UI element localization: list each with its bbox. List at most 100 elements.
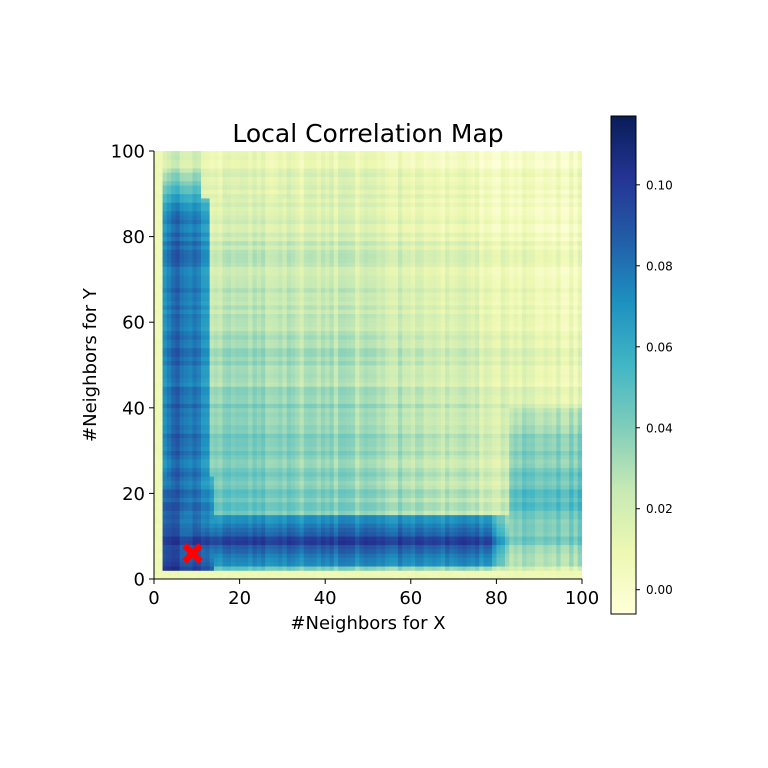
heatmap-cell xyxy=(342,399,347,404)
heatmap-cell xyxy=(355,266,360,272)
heatmap-cell xyxy=(209,347,215,353)
heatmap-cell xyxy=(303,360,309,366)
heatmap-cell xyxy=(346,450,352,456)
heatmap-cell xyxy=(256,484,262,490)
heatmap-cell xyxy=(355,561,360,567)
heatmap-cell xyxy=(308,352,313,357)
heatmap-cell xyxy=(261,292,266,297)
heatmap-cell xyxy=(265,540,270,546)
heatmap-cell xyxy=(269,557,275,563)
heatmap-cell xyxy=(196,442,202,447)
heatmap-cell xyxy=(175,330,181,336)
heatmap-cell xyxy=(154,360,159,366)
heatmap-cell xyxy=(265,377,270,383)
heatmap-cell xyxy=(154,437,159,443)
heatmap-cell xyxy=(222,365,228,370)
heatmap-cell xyxy=(355,454,360,460)
heatmap-cell xyxy=(171,386,176,392)
heatmap-cell xyxy=(269,292,275,297)
heatmap-cell xyxy=(235,232,240,237)
heatmap-cell xyxy=(299,172,305,178)
heatmap-cell xyxy=(261,574,266,579)
heatmap-cell xyxy=(201,322,206,327)
heatmap-cell xyxy=(188,437,193,443)
heatmap-cell xyxy=(333,544,339,550)
heatmap-cell xyxy=(269,202,275,207)
heatmap-cell xyxy=(222,335,228,340)
heatmap-cell xyxy=(308,330,313,336)
heatmap-cell xyxy=(192,472,198,477)
heatmap-cell xyxy=(239,531,245,537)
heatmap-cell xyxy=(273,262,279,267)
heatmap-cell xyxy=(320,557,326,563)
heatmap-cell xyxy=(273,429,279,434)
heatmap-cell xyxy=(320,553,326,558)
heatmap-cell xyxy=(350,180,356,186)
heatmap-cell xyxy=(282,210,288,216)
heatmap-cell xyxy=(316,326,322,332)
heatmap-cell xyxy=(333,180,339,186)
heatmap-cell xyxy=(196,489,202,494)
heatmap-cell xyxy=(295,185,300,190)
heatmap-cell xyxy=(213,420,219,426)
heatmap-cell xyxy=(209,412,215,417)
heatmap-cell xyxy=(209,407,215,413)
heatmap-cell xyxy=(252,352,258,357)
heatmap-cell xyxy=(363,266,369,272)
heatmap-cell xyxy=(226,412,232,417)
heatmap-cell xyxy=(273,309,279,314)
heatmap-cell xyxy=(346,151,352,156)
heatmap-cell xyxy=(248,313,253,319)
heatmap-cell xyxy=(282,574,288,579)
heatmap-cell xyxy=(175,407,181,413)
heatmap-cell xyxy=(252,373,258,379)
heatmap-cell xyxy=(252,531,258,537)
heatmap-cell xyxy=(303,245,309,250)
heatmap-cell xyxy=(171,412,176,417)
heatmap-cell xyxy=(179,544,185,550)
heatmap-cell xyxy=(235,253,240,259)
heatmap-cell xyxy=(175,424,181,430)
heatmap-cell xyxy=(329,275,335,280)
heatmap-cell xyxy=(209,335,215,340)
heatmap-cell xyxy=(261,236,266,242)
heatmap-cell xyxy=(209,322,215,327)
heatmap-cell xyxy=(231,412,236,417)
heatmap-cell xyxy=(248,309,253,314)
heatmap-cell xyxy=(201,309,206,314)
heatmap-cell xyxy=(205,180,210,186)
heatmap-cell xyxy=(355,210,360,216)
heatmap-cell xyxy=(166,245,172,250)
heatmap-cell xyxy=(295,172,300,178)
heatmap-cell xyxy=(290,566,296,571)
heatmap-cell xyxy=(295,219,300,225)
heatmap-cell xyxy=(209,258,215,263)
heatmap-cell xyxy=(248,206,253,212)
heatmap-cell xyxy=(248,561,253,567)
heatmap-cell xyxy=(325,463,330,469)
heatmap-cell xyxy=(209,574,215,579)
heatmap-cell xyxy=(359,437,365,443)
heatmap-cell xyxy=(320,536,326,541)
heatmap-cell xyxy=(201,356,206,362)
heatmap-cell xyxy=(333,292,339,297)
heatmap-cell xyxy=(325,253,330,259)
heatmap-cell xyxy=(350,210,356,216)
heatmap-cell xyxy=(295,300,300,306)
heatmap-cell xyxy=(290,489,296,494)
heatmap-cell xyxy=(342,168,347,173)
heatmap-cell xyxy=(261,228,266,233)
heatmap-cell xyxy=(231,484,236,490)
heatmap-cell xyxy=(218,172,223,178)
heatmap-cell xyxy=(213,232,219,237)
heatmap-cell xyxy=(338,412,343,417)
heatmap-cell xyxy=(269,506,275,511)
heatmap-cell xyxy=(243,463,249,469)
heatmap-cell xyxy=(218,394,223,400)
heatmap-cell xyxy=(265,489,270,494)
heatmap-cell xyxy=(196,574,202,579)
heatmap-cell xyxy=(278,193,283,199)
heatmap-cell xyxy=(235,360,240,366)
heatmap-cell xyxy=(179,429,185,434)
heatmap-cell xyxy=(359,531,365,537)
